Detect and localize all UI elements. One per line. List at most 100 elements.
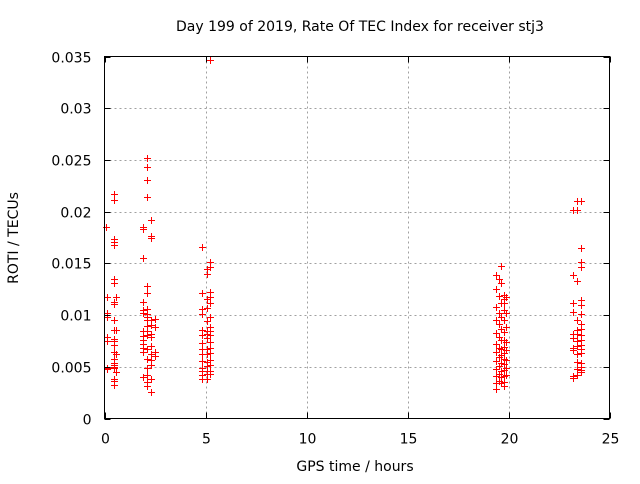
data-point [148, 376, 155, 383]
data-point [204, 271, 211, 278]
data-point [574, 343, 581, 350]
data-point [207, 362, 214, 369]
data-point [574, 359, 581, 366]
grid-lines [104, 56, 610, 419]
data-point [574, 366, 581, 373]
data-point [144, 155, 151, 162]
data-point [111, 197, 118, 204]
data-point [148, 334, 155, 341]
data-point [111, 191, 118, 198]
data-point [140, 299, 147, 306]
data-point [199, 332, 206, 339]
data-point [144, 194, 151, 201]
y-tick-label: 0.02 [60, 206, 91, 222]
data-point [496, 321, 503, 328]
data-point [570, 272, 577, 279]
data-point [503, 310, 510, 317]
y-tick-label: 0.005 [51, 361, 91, 377]
data-point [140, 255, 147, 262]
data-point [570, 335, 577, 342]
data-point [148, 343, 155, 350]
data-point [574, 207, 581, 214]
data-point [493, 341, 500, 348]
data-point [578, 350, 585, 357]
data-point [496, 276, 503, 283]
data-point [152, 316, 159, 323]
data-point [140, 310, 147, 317]
data-point [493, 286, 500, 293]
data-point [501, 361, 508, 368]
data-point [498, 360, 505, 367]
data-point [199, 290, 206, 297]
data-point [140, 226, 147, 233]
data-point [493, 358, 500, 365]
data-point [104, 294, 111, 301]
data-point [113, 351, 120, 358]
data-point [574, 351, 581, 358]
data-point [148, 322, 155, 329]
data-point [578, 245, 585, 252]
data-point [493, 330, 500, 337]
data-point [104, 338, 111, 345]
data-point [501, 300, 508, 307]
y-tick-label: 0.015 [51, 257, 91, 273]
data-point [111, 242, 118, 249]
data-point [570, 347, 577, 354]
data-point [144, 164, 151, 171]
x-tick-label: 10 [299, 432, 317, 448]
data-point [207, 294, 214, 301]
data-point [574, 317, 581, 324]
data-point [204, 305, 211, 312]
y-tick-label: 0 [83, 413, 92, 429]
y-tick-label: 0.025 [51, 154, 91, 170]
data-point [144, 332, 151, 339]
data-point [111, 280, 118, 287]
data-point [578, 302, 585, 309]
data-point [503, 357, 510, 364]
x-tick-label: 15 [400, 432, 418, 448]
data-point [578, 326, 585, 333]
data-point [113, 369, 120, 376]
data-point [503, 339, 510, 346]
data-point [493, 366, 500, 373]
data-points [103, 57, 585, 396]
data-point [207, 339, 214, 346]
data-point [144, 290, 151, 297]
data-point [503, 324, 510, 331]
y-axis-label: ROTI / TECUs [6, 192, 22, 284]
data-point [140, 374, 147, 381]
data-point [207, 300, 214, 307]
data-point [574, 331, 581, 338]
plot-frame [104, 56, 610, 419]
x-tick-label: 25 [602, 432, 620, 448]
data-point [144, 356, 151, 363]
data-point [148, 389, 155, 396]
data-point [204, 335, 211, 342]
data-point [570, 300, 577, 307]
data-point [570, 375, 577, 382]
data-point [113, 327, 120, 334]
axis-ticks [104, 56, 611, 420]
data-point [152, 324, 159, 331]
data-point [204, 318, 211, 325]
y-tick-label: 0.01 [60, 309, 91, 325]
data-point [204, 376, 211, 383]
data-point [501, 317, 508, 324]
data-point [493, 317, 500, 324]
chart-title: Day 199 of 2019, Rate Of TEC Index for r… [176, 19, 544, 35]
data-point [111, 382, 118, 389]
data-point [503, 372, 510, 379]
data-point [148, 217, 155, 224]
data-point [498, 374, 505, 381]
data-point [140, 349, 147, 356]
data-point [148, 362, 155, 369]
data-point [578, 198, 585, 205]
data-point [148, 351, 155, 358]
data-point [113, 294, 120, 301]
data-point [503, 365, 510, 372]
data-point [207, 350, 214, 357]
data-point [207, 314, 214, 321]
y-tick-labels: 0 0.005 0.01 0.015 0.02 0.025 0.03 0.035 [51, 51, 91, 429]
